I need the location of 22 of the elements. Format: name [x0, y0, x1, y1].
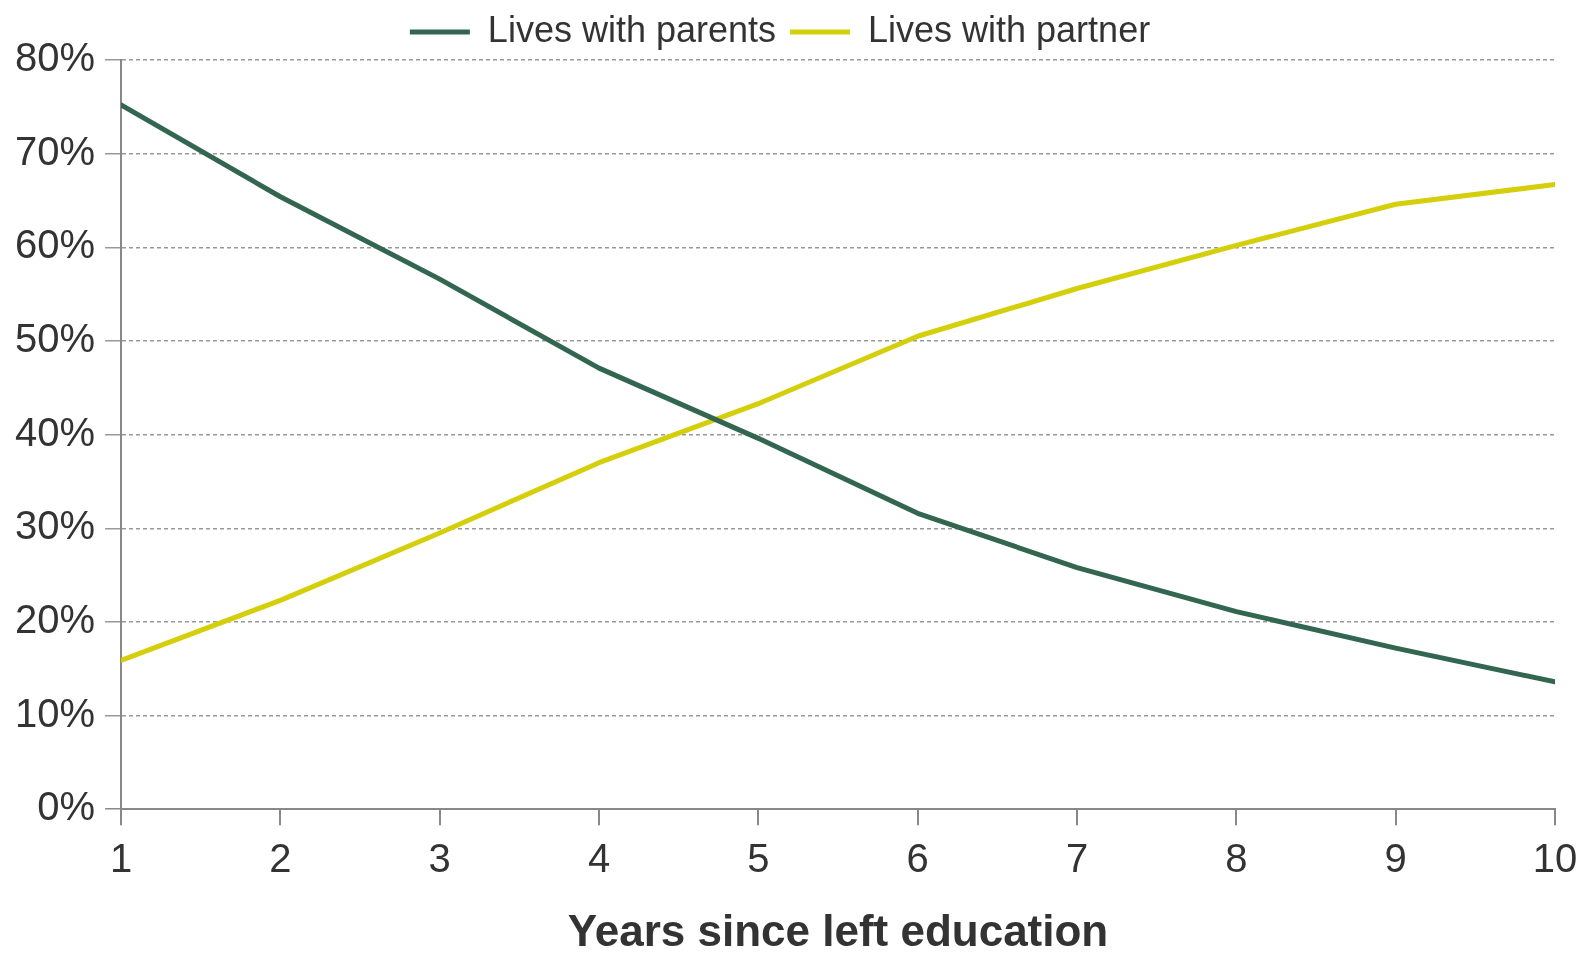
y-tick-label: 80%: [15, 35, 96, 80]
x-tick-label: 5: [747, 836, 770, 881]
legend-label: Lives with parents: [487, 8, 777, 50]
x-tick-label: 6: [906, 836, 929, 881]
y-tick-label: 20%: [15, 596, 96, 641]
x-tick-label: 9: [1384, 836, 1407, 881]
y-tick-label: 50%: [15, 315, 96, 360]
y-tick-label: 70%: [15, 128, 96, 173]
x-tick-label: 2: [269, 836, 292, 881]
x-tick-label: 3: [428, 836, 451, 881]
y-tick-label: 10%: [15, 690, 96, 735]
y-tick-label: 40%: [15, 409, 96, 454]
x-axis-title: Years since left education: [567, 905, 1109, 955]
x-tick-label: 1: [109, 836, 133, 881]
x-tick-label: 10: [1532, 836, 1578, 881]
y-tick-label: 30%: [15, 503, 96, 548]
x-tick-label: 4: [587, 836, 611, 881]
y-tick-label: 0%: [37, 784, 96, 829]
x-tick-label: 7: [1065, 836, 1089, 881]
legend-label: Lives with partner: [868, 8, 1151, 50]
x-tick-label: 8: [1225, 836, 1248, 881]
y-tick-label: 60%: [15, 222, 96, 267]
